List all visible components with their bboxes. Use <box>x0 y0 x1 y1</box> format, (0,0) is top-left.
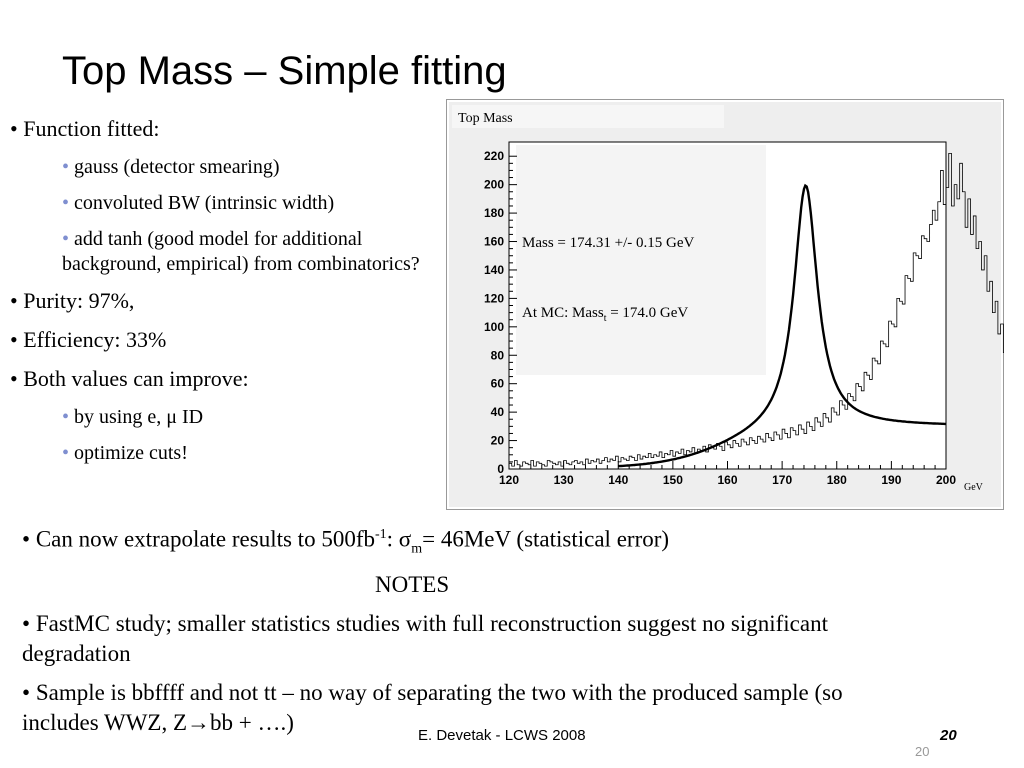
chart-title: Top Mass <box>458 111 513 126</box>
mass-annotation: Mass = 174.31 +/- 0.15 GeV <box>522 235 694 251</box>
bullet-text: Purity: 97%, <box>23 288 135 313</box>
sub-bullet-text: optimize cuts! <box>74 442 188 464</box>
sub-bullet-cuts: • optimize cuts! <box>62 442 188 464</box>
bullet-function-fitted: • Function fitted: <box>10 116 160 141</box>
sub-bullet-text: add tanh (good model for additional back… <box>62 228 420 275</box>
x-tick-label: 150 <box>663 473 683 487</box>
notes-heading: NOTES <box>375 572 450 598</box>
title-box <box>452 105 724 128</box>
y-tick-label: 220 <box>484 149 504 163</box>
y-tick-label: 20 <box>491 434 505 448</box>
sub-bullet-gauss: • gauss (detector smearing) <box>62 156 280 178</box>
mc-annotation-pre: At MC: Mass <box>522 305 604 321</box>
fit-curve <box>618 183 946 468</box>
stats-box <box>516 145 766 375</box>
bullet-text: Function fitted: <box>23 116 160 141</box>
y-axis: 0 20 40 60 80 100 120 140 160 180 200 220 <box>484 149 517 476</box>
sub-bullet-text: gauss (detector smearing) <box>74 156 280 178</box>
x-tick-label: 130 <box>554 473 574 487</box>
bullet-text: Both values can improve: <box>23 366 249 391</box>
mc-annotation-sub: t <box>604 313 607 324</box>
bullet-improve: • Both values can improve: <box>10 366 249 391</box>
y-tick-label: 180 <box>484 206 504 220</box>
mc-annotation-post: = 174.0 GeV <box>606 305 688 321</box>
y-tick-label: 140 <box>484 263 504 277</box>
x-tick-label: 200 <box>936 473 956 487</box>
extrap-post: = 46MeV (statistical error) <box>422 526 670 552</box>
top-mass-chart: Top Mass Mass = 174.31 +/- 0.15 GeV At M… <box>446 99 1004 510</box>
x-tick-label: 190 <box>881 473 901 487</box>
y-tick-label: 160 <box>484 235 504 249</box>
extrap-mid: : σ <box>386 526 412 552</box>
y-tick-label: 0 <box>497 462 504 476</box>
bottom-notes: • Can now extrapolate results to 500fb-1… <box>22 520 922 747</box>
x-tick-label: 120 <box>499 473 519 487</box>
x-tick-label: 170 <box>772 473 792 487</box>
y-tick-label: 200 <box>484 178 504 192</box>
extrap-sub: m <box>411 541 423 557</box>
sub-bullet-id: • by using e, μ ID <box>62 406 204 428</box>
sub-bullet-text: by using e, μ ID <box>74 406 204 428</box>
y-tick-label: 40 <box>491 405 505 419</box>
mc-annotation: At MC: Masst = 174.0 GeV <box>522 305 688 324</box>
y-tick-label: 120 <box>484 291 504 305</box>
sub-bullet-text: convoluted BW (intrinsic width) <box>74 192 335 214</box>
sub-bullet-tanh: • add tanh (good model for additional ba… <box>62 228 420 275</box>
sample-text: Sample is bbffff and not tt – no way of … <box>22 680 843 736</box>
fastmc-note: • FastMC study; smaller statistics studi… <box>22 611 828 667</box>
page-number: 20 <box>915 744 930 759</box>
extrap-sup: -1 <box>374 527 387 542</box>
slide-title: Top Mass – Simple fitting <box>62 49 507 93</box>
bullet-text: Efficiency: 33% <box>23 327 167 352</box>
bullet-efficiency: • Efficiency: 33% <box>10 327 167 352</box>
page-number-bold: 20 <box>940 727 957 744</box>
sub-bullet-bw: • convoluted BW (intrinsic width) <box>62 192 335 214</box>
fastmc-text: FastMC study; smaller statistics studies… <box>22 611 828 667</box>
x-tick-label: 180 <box>827 473 847 487</box>
x-axis-unit-label: GeV <box>964 482 984 493</box>
x-axis: 120 130 140 150 160 170 180 190 200 <box>499 461 956 487</box>
histogram-line <box>509 152 1004 467</box>
y-tick-label: 80 <box>491 348 505 362</box>
y-tick-label: 60 <box>491 377 505 391</box>
histogram-series <box>509 152 1004 467</box>
extrapolate-line: • Can now extrapolate results to 500fb-1… <box>22 526 670 557</box>
x-tick-label: 160 <box>717 473 737 487</box>
extrap-text: Can now extrapolate results to 500fb <box>35 526 375 552</box>
footer-author: E. Devetak - LCWS 2008 <box>418 727 586 744</box>
chart-svg: Top Mass Mass = 174.31 +/- 0.15 GeV At M… <box>446 99 1004 510</box>
sample-note: • Sample is bbffff and not tt – no way o… <box>22 680 843 736</box>
bullet-purity: • Purity: 97%, <box>10 288 135 313</box>
y-tick-label: 100 <box>484 320 504 334</box>
x-tick-label: 140 <box>608 473 628 487</box>
bullet-list: • Function fitted: • gauss (detector sme… <box>10 116 440 477</box>
fit-series <box>618 183 946 468</box>
